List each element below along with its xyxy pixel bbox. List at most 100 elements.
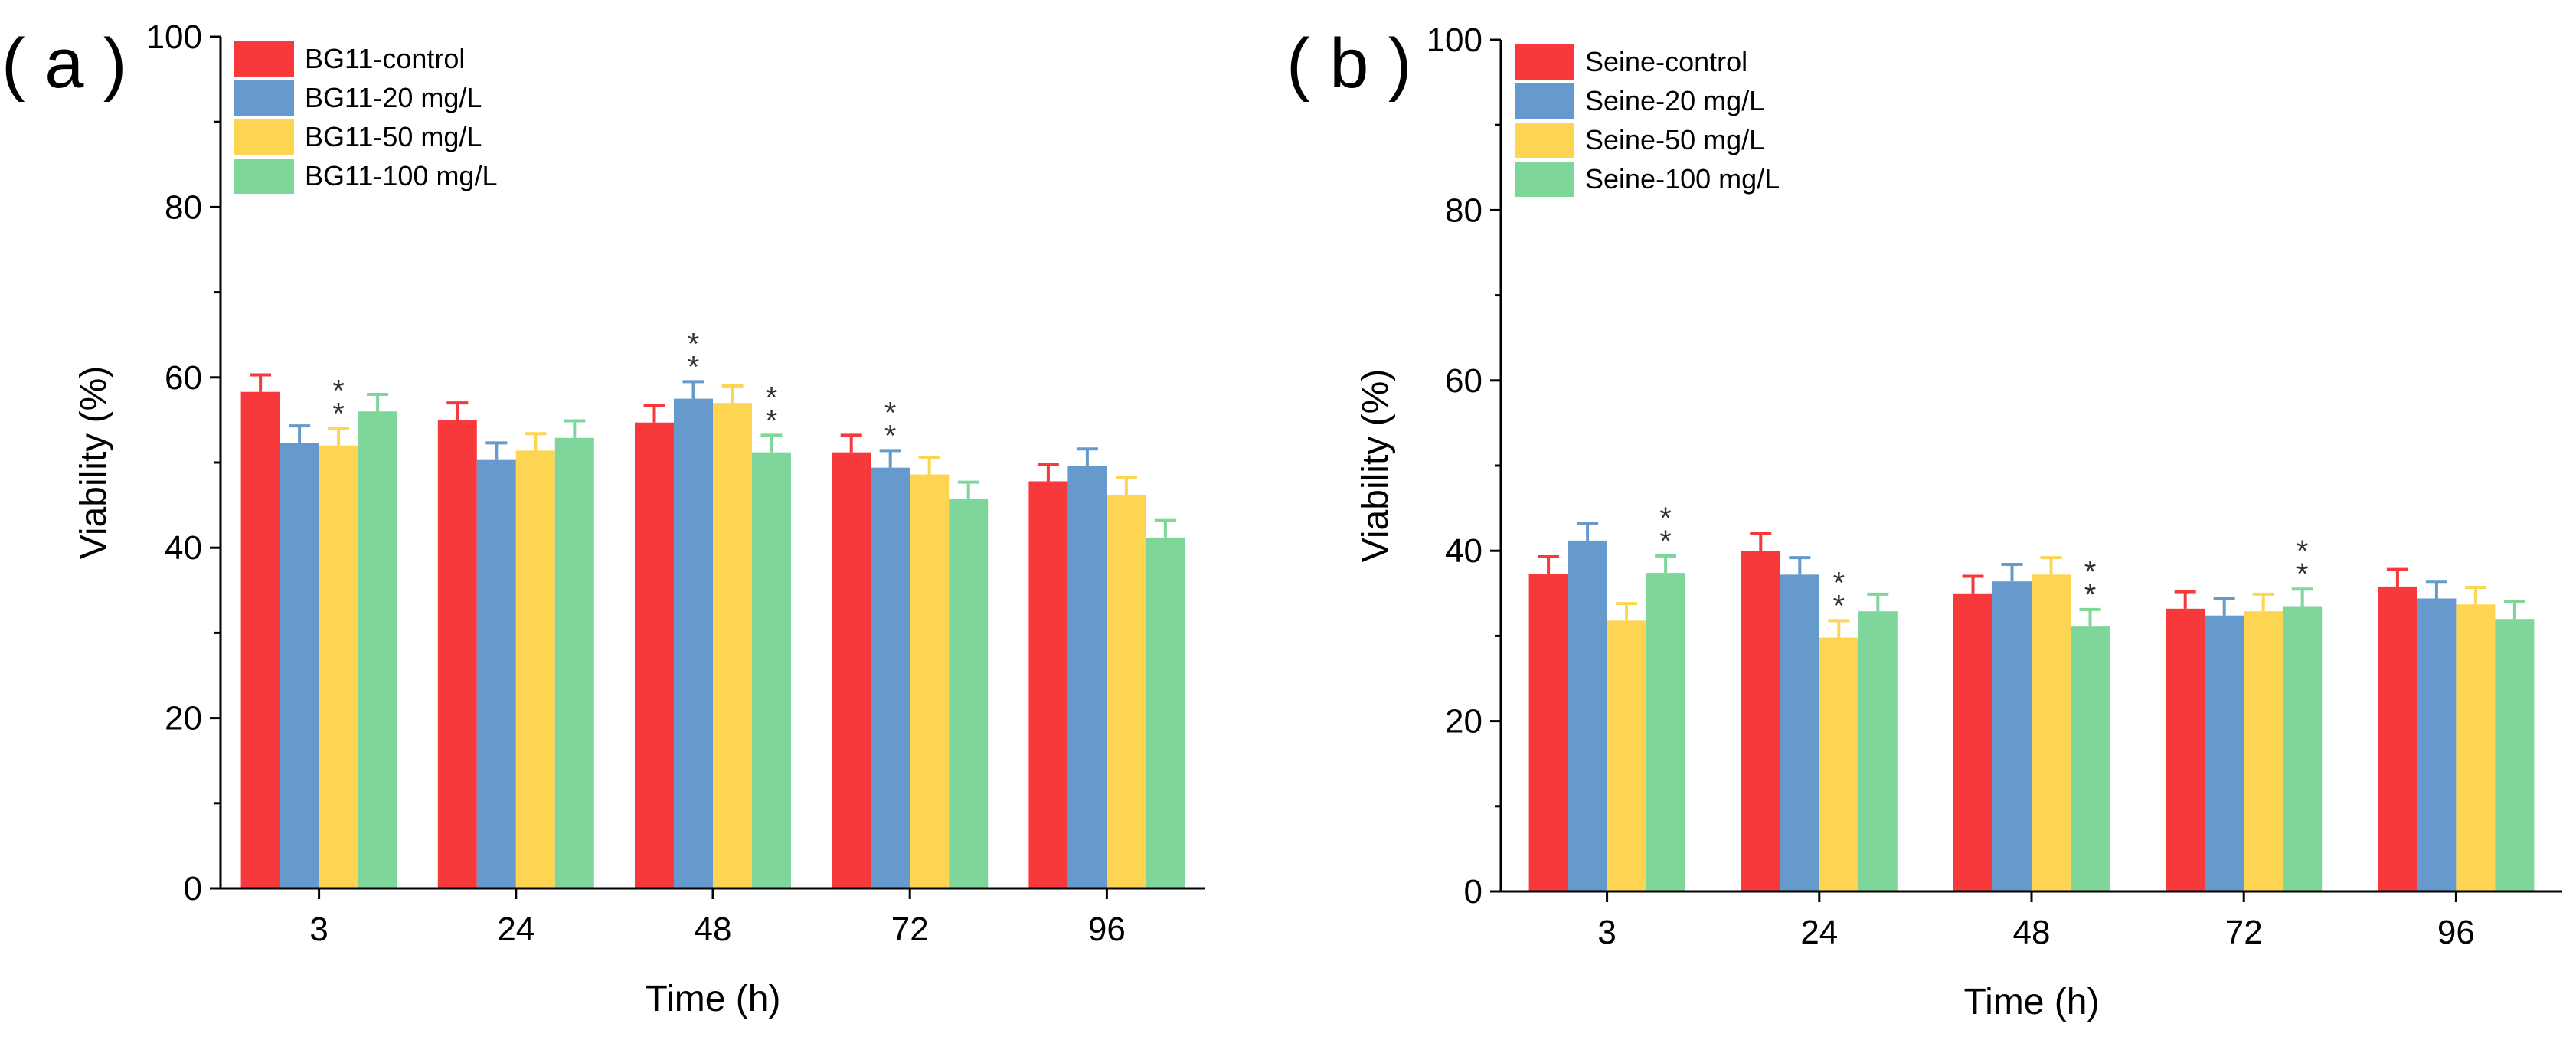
bar: [1646, 573, 1685, 891]
bar: [832, 452, 871, 888]
significance-mark: *: [2296, 558, 2309, 591]
significance-mark: *: [1833, 566, 1845, 600]
legend-label: BG11-100 mg/L: [305, 160, 497, 191]
bar: [910, 474, 950, 888]
x-tick-label: 72: [891, 911, 929, 948]
legend-label: BG11-control: [305, 43, 465, 74]
legend-swatch: [234, 119, 294, 155]
bar: [752, 452, 791, 888]
legend-swatch: [234, 159, 294, 194]
y-tick-label: 100: [1427, 21, 1483, 59]
y-tick-label: 40: [1445, 532, 1483, 570]
y-tick-label: 60: [1445, 362, 1483, 400]
x-axis-title: Time (h): [646, 979, 781, 1019]
significance-mark: *: [2084, 555, 2097, 589]
legend-label: Seine-20 mg/L: [1585, 85, 1764, 116]
bar: [476, 459, 516, 888]
bar: [1528, 574, 1568, 891]
y-tick-label: 80: [1445, 191, 1483, 229]
bar: [1780, 574, 1819, 891]
y-tick-label: 0: [1464, 873, 1483, 911]
bar: [2495, 619, 2535, 891]
bar: [437, 420, 477, 888]
bar: [1741, 551, 1780, 891]
x-tick-label: 24: [497, 911, 534, 948]
bar: [1607, 620, 1646, 891]
significance-mark: *: [1659, 525, 1672, 558]
bar: [1992, 581, 2032, 891]
x-tick-label: 48: [2013, 914, 2051, 951]
legend-label: BG11-50 mg/L: [305, 121, 482, 152]
x-tick-label: 3: [309, 911, 328, 948]
y-tick-label: 0: [184, 870, 202, 908]
legend-swatch: [234, 41, 294, 77]
bar: [1028, 481, 1068, 888]
x-axis-title: Time (h): [1964, 982, 2100, 1022]
y-tick-label: 100: [146, 18, 202, 56]
significance-mark: *: [884, 419, 897, 453]
bar: [1067, 466, 1107, 888]
legend: Seine-control Seine-20 mg/L Seine-50 mg/L S…: [1515, 44, 1780, 197]
bar: [1858, 611, 1898, 891]
legend-swatch: [1515, 123, 1574, 158]
legend-swatch: [1515, 44, 1574, 80]
bar: [949, 499, 989, 888]
bar: [2283, 606, 2323, 891]
legend-label: Seine-100 mg/L: [1585, 163, 1780, 195]
legend-label: Seine-control: [1585, 46, 1747, 77]
significance-mark: *: [766, 381, 778, 414]
bar: [554, 437, 594, 888]
y-tick-label: 60: [165, 359, 202, 397]
legend-swatch: [1515, 83, 1574, 119]
bar: [1146, 537, 1185, 888]
significance-mark: *: [2296, 535, 2309, 568]
y-axis-title: Viability (%): [1355, 369, 1396, 563]
x-tick-label: 96: [1088, 911, 1126, 948]
significance-mark: *: [332, 374, 345, 408]
significance-mark: *: [766, 404, 778, 437]
bar: [2417, 598, 2457, 891]
y-tick-label: 20: [165, 700, 202, 737]
panel-label: ( b ): [1286, 25, 1412, 103]
y-tick-label: 80: [165, 188, 202, 226]
bar: [674, 398, 713, 888]
legend-label: BG11-20 mg/L: [305, 82, 482, 113]
bar: [2244, 611, 2283, 891]
y-tick-label: 20: [1445, 703, 1483, 741]
bar: [1107, 495, 1146, 888]
x-tick-label: 24: [1800, 914, 1838, 951]
bar: [1953, 593, 1992, 891]
legend-swatch: [234, 80, 294, 116]
bar: [2166, 608, 2205, 891]
bar: [635, 422, 674, 888]
bar: [240, 391, 280, 889]
bar: [515, 450, 555, 888]
significance-mark: *: [688, 350, 700, 384]
bar: [280, 443, 319, 888]
significance-mark: *: [2084, 578, 2097, 612]
bar: [2378, 586, 2417, 891]
bar: [871, 467, 910, 888]
bar: [2032, 574, 2071, 891]
panel-label: ( a ): [2, 25, 127, 103]
y-axis-title: Viability (%): [74, 366, 114, 560]
x-tick-label: 96: [2437, 914, 2475, 951]
bar: [1819, 637, 1858, 891]
bar: [2456, 604, 2496, 891]
legend: BG11-control BG11-20 mg/L BG11-50 mg/L BG11…: [234, 41, 497, 194]
bar: [319, 445, 358, 888]
significance-mark: *: [1659, 502, 1672, 535]
bar: [713, 403, 752, 888]
x-tick-label: 3: [1597, 914, 1616, 951]
x-tick-label: 48: [695, 911, 732, 948]
bar: [2205, 615, 2244, 891]
bar: [358, 411, 397, 888]
legend-label: Seine-50 mg/L: [1585, 124, 1764, 155]
significance-mark: *: [332, 397, 345, 431]
x-tick-label: 72: [2225, 914, 2263, 951]
significance-mark: *: [1833, 589, 1845, 623]
significance-mark: *: [688, 327, 700, 361]
